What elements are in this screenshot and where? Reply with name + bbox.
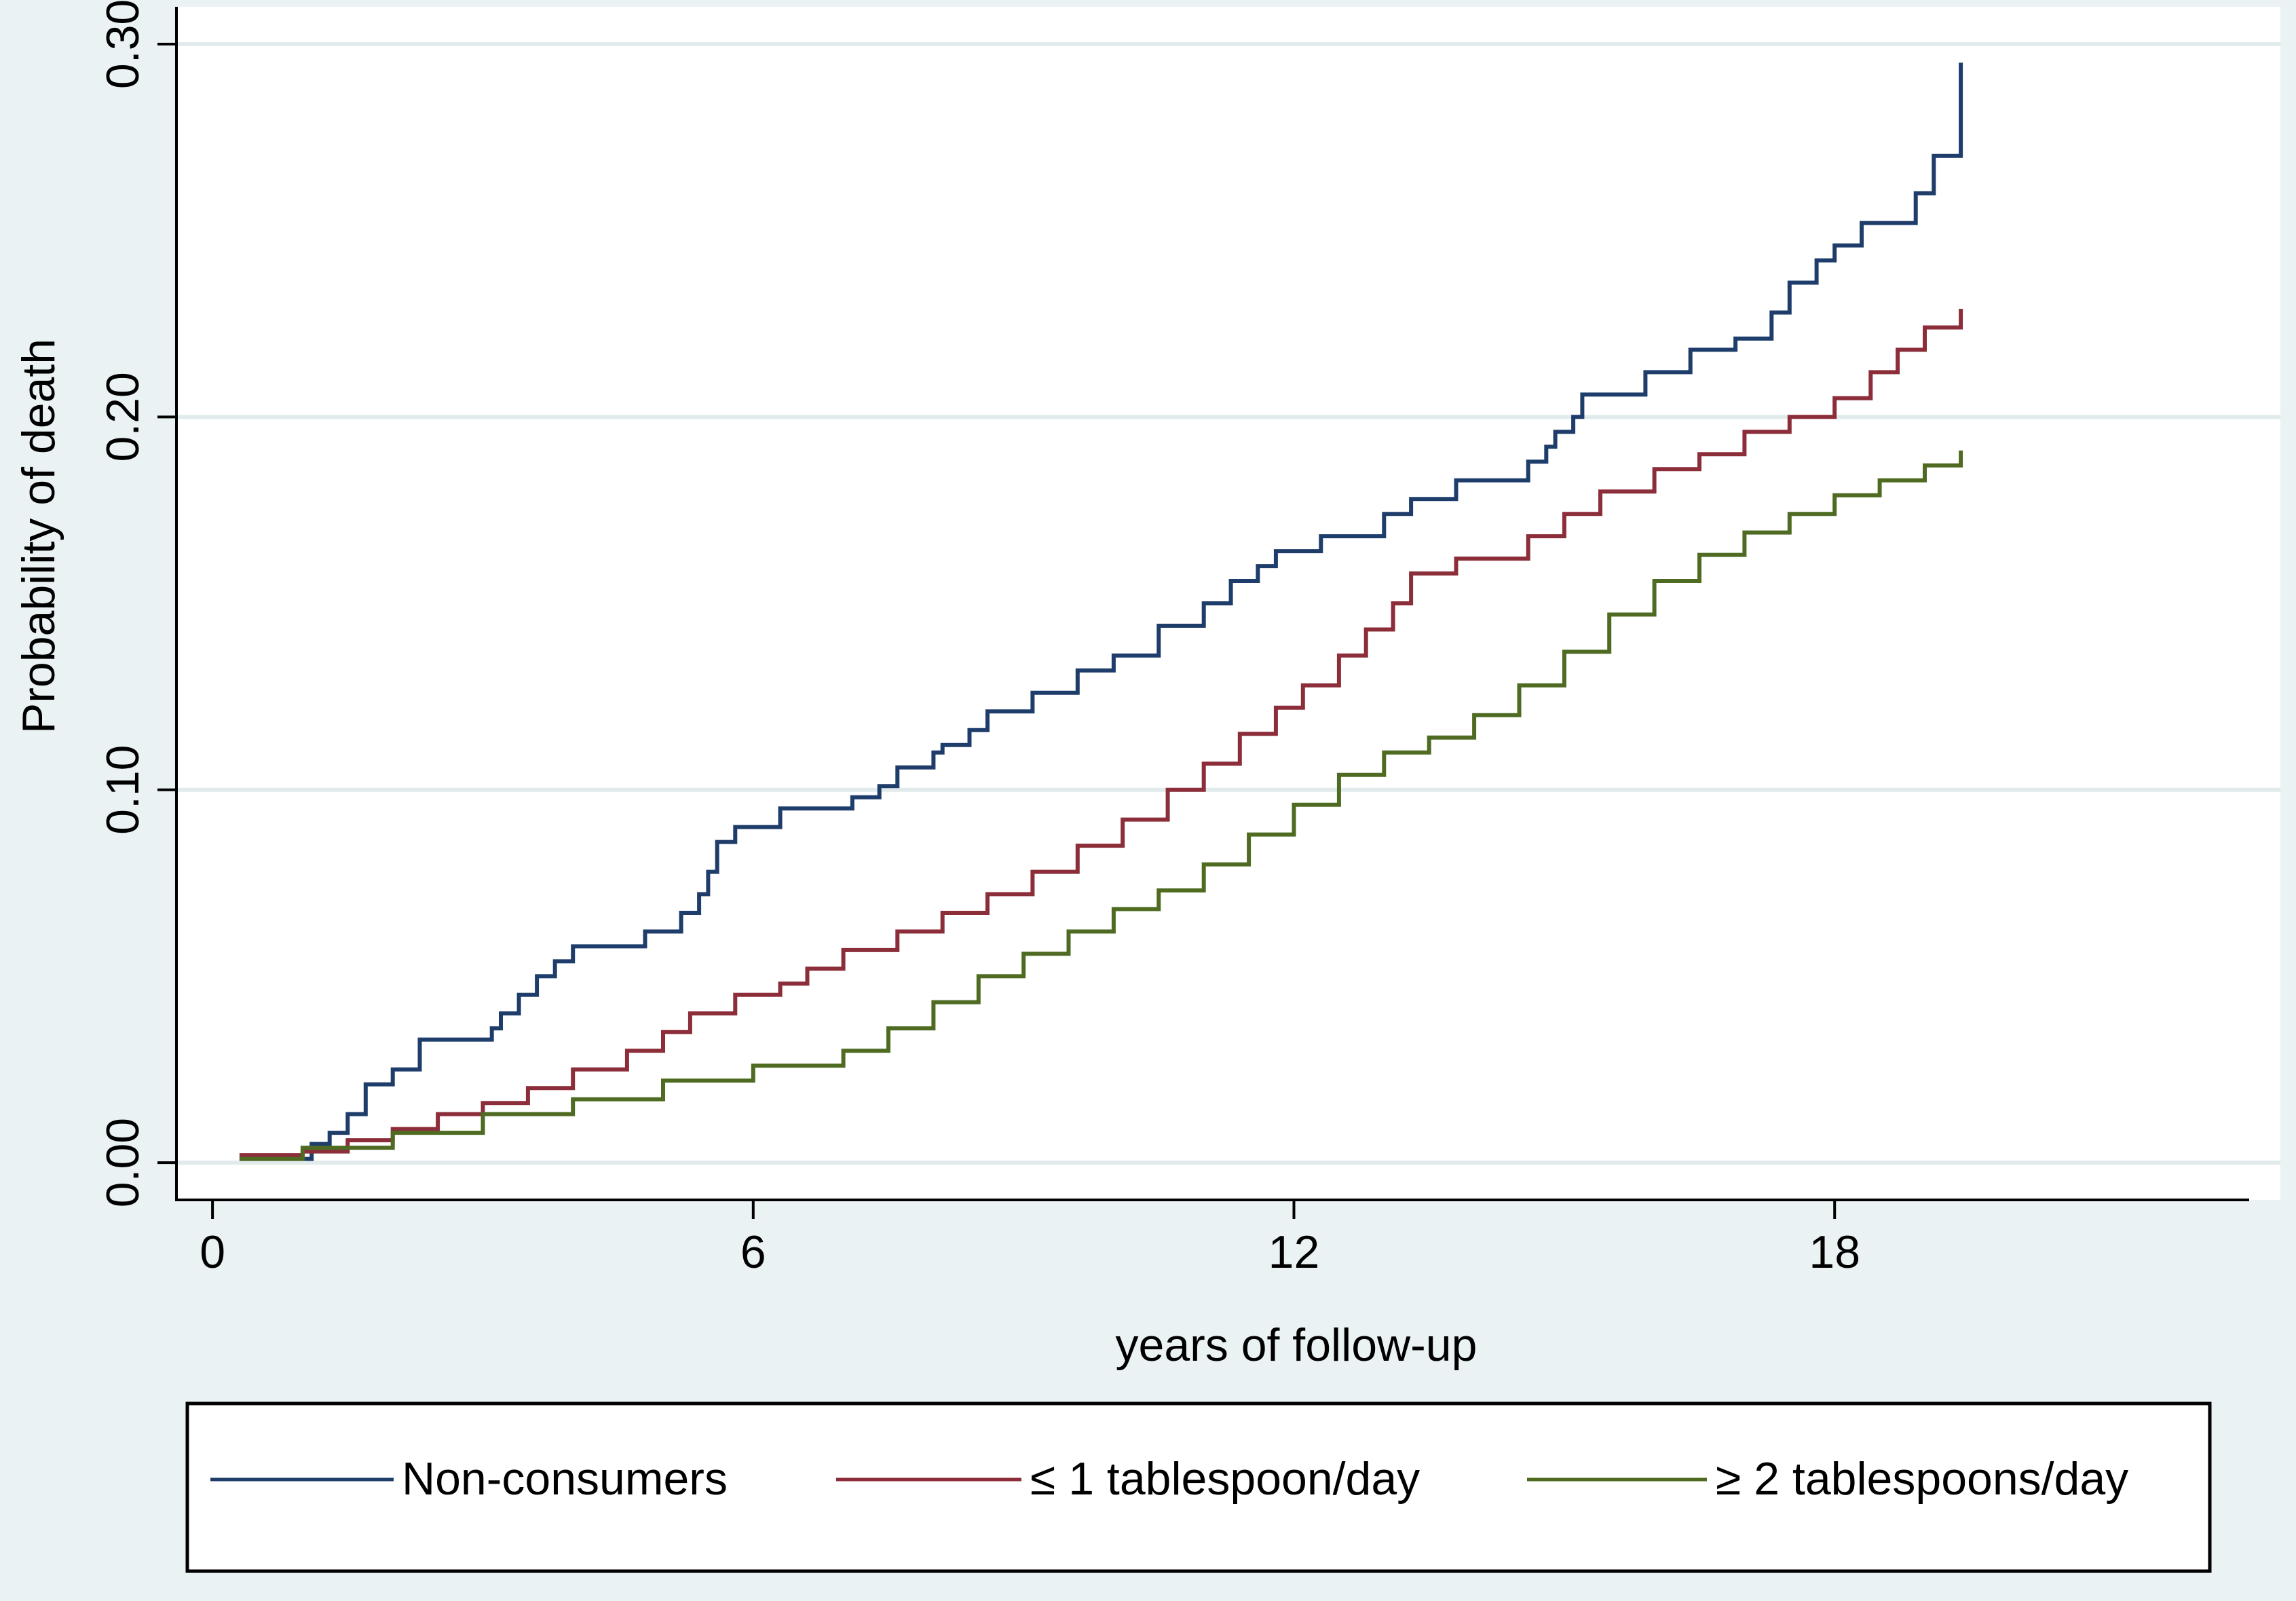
series-line-non-consumers — [239, 62, 1963, 1161]
x-ticks: 0 6 12 18 — [200, 1200, 1860, 1278]
y-tick-label-1: 0.10 — [97, 745, 149, 835]
y-tick-label-2: 0.20 — [97, 372, 149, 462]
y-tick-label-0: 0.00 — [97, 1118, 149, 1207]
x-tick-label-2: 12 — [1268, 1226, 1320, 1278]
x-tick-label-3: 18 — [1809, 1226, 1860, 1278]
x-axis-title: years of follow-up — [1116, 1319, 1478, 1371]
series-line-le-1-tablespoon — [239, 309, 1963, 1158]
legend-label-ge-2-tablespoons: ≥ 2 tablespoons/day — [1716, 1453, 2128, 1505]
grid-lines — [178, 41, 2280, 1165]
legend-box — [185, 1401, 2212, 1573]
x-tick-label-1: 6 — [740, 1226, 766, 1278]
y-axis-title: Probability of death — [13, 339, 64, 734]
legend-label-le-1-tablespoon: ≤ 1 tablespoon/day — [1030, 1453, 1420, 1505]
legend: Non-consumers ≤ 1 tablespoon/day ≥ 2 tab… — [185, 1401, 2212, 1573]
series-layer — [239, 62, 1963, 1161]
legend-label-non-consumers: Non-consumers — [402, 1453, 728, 1505]
series-line-ge-2-tablespoons — [239, 450, 1963, 1161]
y-ticks: 0.00 0.10 0.20 0.30 — [97, 0, 176, 1207]
x-tick-label-0: 0 — [200, 1226, 225, 1278]
y-tick-label-3: 0.30 — [97, 0, 149, 89]
